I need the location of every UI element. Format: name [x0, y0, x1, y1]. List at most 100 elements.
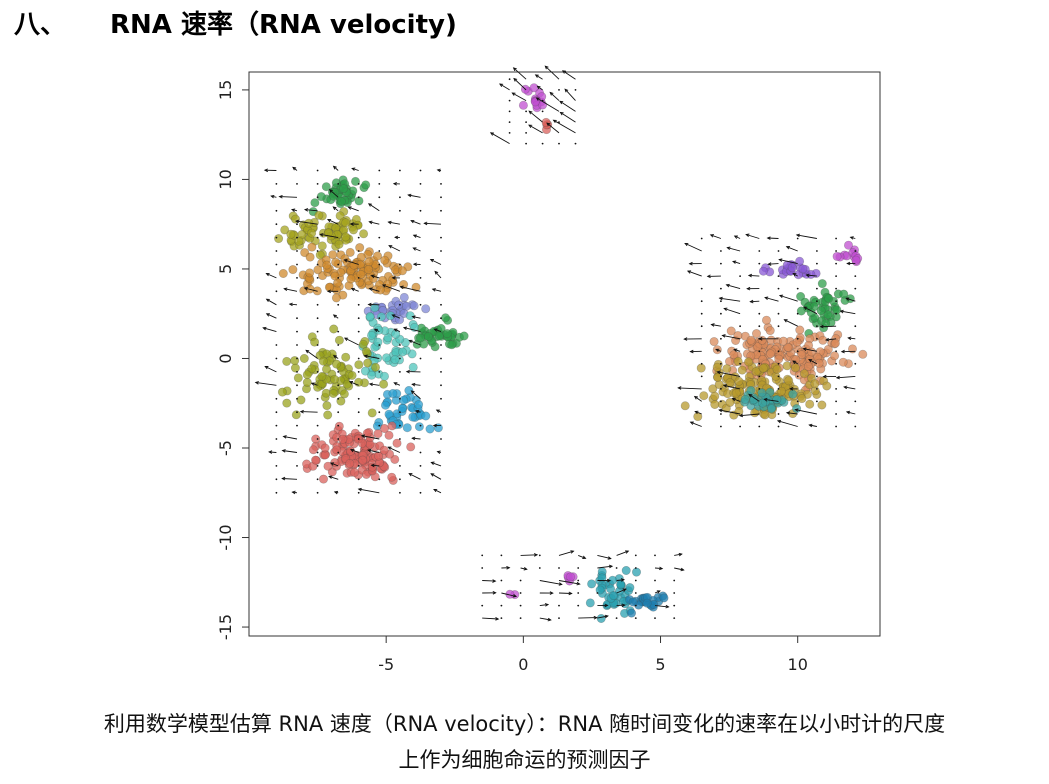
- velocity-arrow: [357, 250, 360, 252]
- velocity-arrow: [616, 578, 626, 582]
- velocity-arrow: [296, 384, 298, 387]
- velocity-arrow: [264, 366, 277, 373]
- cell-point: [411, 282, 421, 292]
- velocity-arrow: [343, 337, 359, 346]
- velocity-arrow: [357, 303, 360, 306]
- cell-point: [807, 347, 817, 357]
- cell-point: [293, 373, 303, 383]
- velocity-arrow: [758, 350, 761, 353]
- velocity-arrow: [296, 236, 298, 239]
- cell-point: [384, 409, 394, 419]
- cell-point: [832, 251, 842, 261]
- cell-point: [354, 360, 364, 370]
- velocity-arrow: [482, 579, 497, 583]
- velocity-arrow: [508, 110, 511, 113]
- velocity-arrow: [577, 592, 580, 594]
- cell-point: [348, 225, 358, 235]
- velocity-arrow: [399, 263, 401, 266]
- cell-point: [843, 240, 853, 250]
- velocity-arrow: [434, 270, 442, 279]
- velocity-arrow: [305, 349, 318, 359]
- cell-point: [817, 279, 827, 289]
- y-tick-label: 5: [216, 264, 235, 274]
- velocity-arrow: [481, 604, 484, 607]
- velocity-arrow: [710, 323, 721, 327]
- velocity-arrow: [296, 344, 298, 346]
- cell-point: [278, 268, 288, 278]
- cell-point: [373, 429, 383, 439]
- velocity-arrow: [275, 209, 278, 212]
- cell-point: [350, 467, 360, 477]
- velocity-arrow: [726, 246, 741, 252]
- velocity-arrow: [634, 579, 637, 582]
- cell-point: [709, 337, 719, 347]
- velocity-arrow: [268, 450, 277, 454]
- velocity-arrow: [720, 262, 722, 265]
- velocity-arrow: [544, 65, 560, 80]
- cell-point: [302, 370, 312, 380]
- cell-point: [328, 388, 338, 398]
- velocity-arrow: [337, 330, 340, 333]
- velocity-arrow: [536, 85, 543, 91]
- velocity-arrow: [436, 168, 442, 173]
- velocity-arrow: [778, 258, 798, 265]
- velocity-arrow: [296, 397, 298, 400]
- velocity-arrow: [378, 169, 381, 172]
- cell-point: [796, 291, 806, 301]
- velocity-arrow: [732, 260, 741, 265]
- velocity-arrow: [399, 169, 401, 172]
- velocity-arrow: [412, 247, 421, 252]
- cell-point: [817, 400, 827, 410]
- velocity-arrow: [686, 270, 702, 277]
- velocity-arrow: [316, 465, 319, 467]
- cell-point: [795, 256, 805, 266]
- velocity-arrow: [368, 382, 380, 387]
- velocity-arrow: [700, 287, 703, 290]
- cell-point: [737, 365, 747, 375]
- cell-point: [408, 362, 418, 372]
- cell-point: [362, 428, 372, 438]
- velocity-arrow: [501, 592, 518, 598]
- velocity-arrow: [378, 424, 381, 427]
- velocity-arrow: [254, 381, 277, 386]
- cell-point: [305, 252, 315, 262]
- cell-point: [317, 371, 327, 381]
- cell-point: [408, 412, 418, 422]
- velocity-arrow: [391, 314, 401, 319]
- velocity-arrow: [654, 566, 664, 571]
- velocity-arrow: [816, 388, 818, 390]
- velocity-arrow: [316, 344, 319, 346]
- velocity-arrow: [415, 409, 421, 414]
- velocity-arrow: [275, 438, 278, 440]
- cell-point: [447, 340, 457, 350]
- cell-point: [390, 454, 400, 464]
- cell-point: [380, 400, 390, 410]
- velocity-arrow: [357, 236, 360, 239]
- velocity-arrow: [357, 357, 360, 360]
- cell-point: [814, 358, 824, 368]
- velocity-arrow: [332, 206, 339, 212]
- velocity-arrow: [763, 397, 779, 402]
- velocity-arrow: [270, 194, 277, 199]
- velocity-arrow: [684, 242, 702, 252]
- cell-point: [384, 430, 394, 440]
- velocity-arrow: [722, 384, 741, 390]
- cell-point: [731, 388, 741, 398]
- cell-point: [290, 363, 300, 373]
- cell-point: [320, 443, 330, 453]
- velocity-arrow: [673, 579, 676, 582]
- cell-point: [349, 260, 359, 270]
- cell-point: [790, 363, 800, 373]
- velocity-arrow: [399, 438, 401, 440]
- cell-point: [322, 401, 332, 411]
- cell-point: [370, 362, 380, 372]
- velocity-arrow: [674, 567, 685, 572]
- velocity-arrow: [381, 284, 401, 292]
- cell-point: [394, 300, 404, 310]
- cell-point: [334, 421, 344, 431]
- velocity-arrow: [508, 78, 511, 81]
- velocity-arrow: [733, 235, 741, 239]
- velocity-arrow: [789, 386, 798, 391]
- velocity-arrow: [700, 362, 703, 365]
- cell-point: [726, 326, 736, 336]
